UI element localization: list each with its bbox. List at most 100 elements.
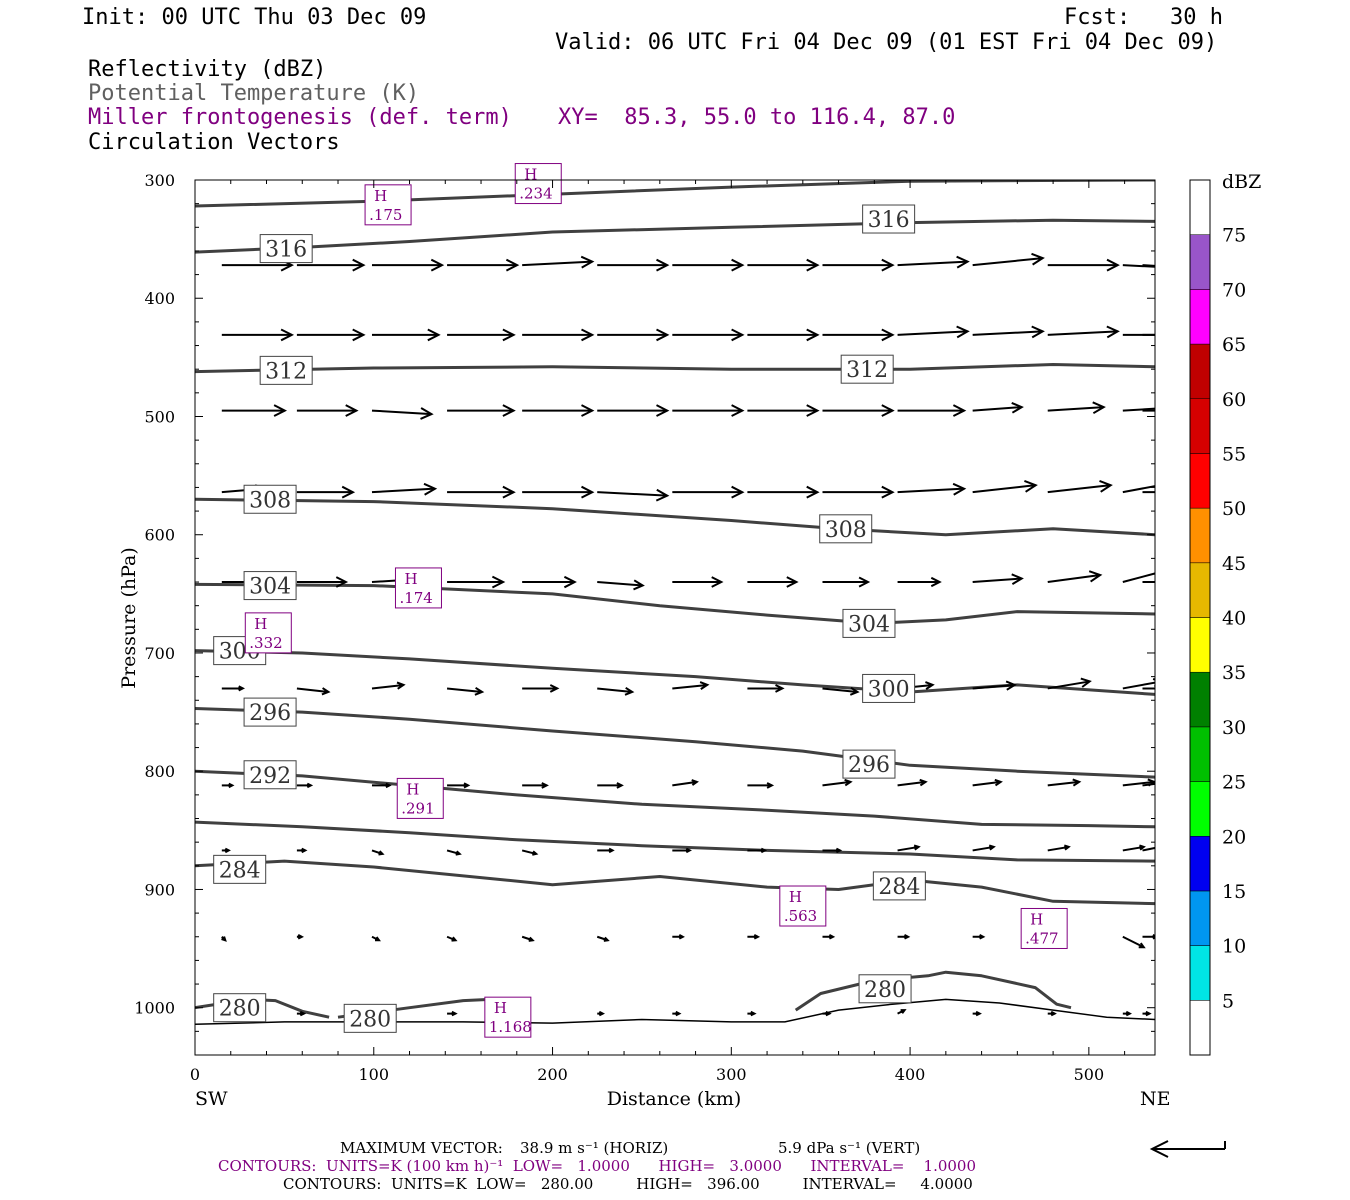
contour-label-box (243, 760, 297, 790)
vector-head (306, 782, 314, 789)
circulation-vector (747, 576, 799, 588)
vector-head (1088, 570, 1103, 583)
colorbar-swatch (1189, 398, 1211, 454)
vector-shaft (972, 406, 1022, 412)
vector-shaft (296, 687, 329, 693)
circulation-vector (822, 576, 871, 588)
vector-head (427, 328, 441, 342)
vector-head (541, 782, 549, 789)
circulation-vector (371, 407, 434, 420)
vector-head (1164, 566, 1176, 577)
vector-head (979, 934, 986, 940)
circulation-vector (1047, 570, 1103, 584)
y-tick-label: 500 (144, 407, 175, 426)
circulation-vector (1122, 566, 1176, 583)
colorbar-label: 65 (1222, 334, 1246, 356)
cross-section-endpoints: XY= 85.3, 55.0 to 116.4, 87.0 (558, 105, 956, 130)
vector-head (580, 255, 595, 269)
circulation-vector (447, 1010, 458, 1017)
forecast-hour: Fcst: 30 h (1064, 5, 1223, 30)
vector-shaft (446, 687, 483, 693)
circulation-vector (1047, 844, 1071, 852)
circulation-vector (522, 404, 595, 417)
vector-head (1171, 685, 1178, 692)
contour-label-box (819, 514, 873, 544)
init-time: Init: 00 UTC Thu 03 Dec 09 (82, 5, 427, 30)
vector-head (581, 485, 595, 499)
vector-shaft (522, 260, 593, 267)
circulation-vector (822, 847, 843, 854)
colorbar-label: 50 (1222, 498, 1246, 520)
circulation-vector (1142, 409, 1155, 412)
circulation-vector (296, 782, 314, 789)
colorbar-label: 70 (1222, 279, 1246, 301)
colorbar-title: dBZ (1222, 171, 1261, 193)
circulation-vector (822, 404, 895, 417)
frontogenesis-max-box (1020, 907, 1068, 949)
vector-shaft (972, 845, 994, 852)
plot-frame (194, 179, 1156, 1056)
circulation-vector (522, 255, 595, 269)
field-potential-temperature: Potential Temperature (K) (88, 81, 420, 106)
vector-head (675, 1010, 682, 1017)
contour-label-box (243, 571, 297, 601)
contour-label: 280 (343, 1003, 397, 1033)
y-tick-label: 700 (144, 644, 175, 663)
vector-shaft (672, 683, 708, 690)
circulation-vector (822, 328, 895, 342)
vector-head (528, 936, 535, 942)
circulation-vector (897, 255, 970, 269)
circulation-vector (1142, 581, 1155, 584)
circulation-vector (296, 934, 304, 940)
vector-shaft (597, 491, 668, 497)
vector-shaft (597, 581, 643, 587)
theta-contours (195, 180, 1155, 1019)
vector-head (711, 576, 724, 588)
frontogenesis-max-box (394, 567, 442, 609)
colorbar-swatch (1189, 945, 1211, 1001)
colorbar-swatch (1189, 507, 1211, 564)
vector-head (1167, 478, 1179, 489)
circulation-vector (522, 575, 577, 589)
vector-head (375, 936, 381, 942)
vector-head (881, 404, 895, 417)
vector-head (655, 488, 670, 502)
circulation-vector (296, 687, 331, 696)
circulation-vector (747, 782, 775, 789)
circulation-vector (597, 579, 645, 591)
circulation-vector (1142, 846, 1155, 852)
vector-head (1031, 252, 1045, 266)
circulation-vector (1142, 685, 1178, 692)
vector-head (1031, 325, 1045, 339)
colorbar-label: 55 (1222, 443, 1246, 465)
circulation-vector (972, 934, 986, 940)
circulation-vector (972, 778, 1003, 787)
theta-contour-296 (195, 707, 1155, 779)
contour-label-text: 280 (349, 1007, 391, 1032)
circulation-vector (1047, 778, 1082, 787)
circulation-vector (296, 847, 308, 854)
vector-shaft (972, 683, 1015, 690)
vector-head (828, 934, 836, 940)
contour-label: 296 (243, 697, 297, 727)
colorbar-swatch (1189, 289, 1211, 345)
vector-head (1005, 680, 1017, 691)
vector-head (345, 404, 359, 417)
vector-head (385, 782, 392, 789)
colorbar-swatch (1189, 836, 1211, 892)
vector-shaft (1122, 407, 1155, 412)
colorbar-label: 25 (1222, 772, 1246, 794)
vector-shaft (897, 260, 968, 267)
circulation-vector (521, 849, 539, 856)
vector-head (297, 934, 304, 940)
vector-shaft (1047, 484, 1111, 494)
theta-contour-320 (195, 180, 1155, 208)
vector-head (1011, 573, 1024, 585)
colorbar-swatch (1189, 671, 1211, 728)
terrain-line (195, 998, 1155, 1026)
contour-label-text: 284 (878, 875, 920, 900)
vector-head (956, 255, 970, 269)
vector-head (1011, 401, 1024, 414)
circulation-vector (447, 782, 471, 789)
vector-shaft (1047, 406, 1104, 412)
